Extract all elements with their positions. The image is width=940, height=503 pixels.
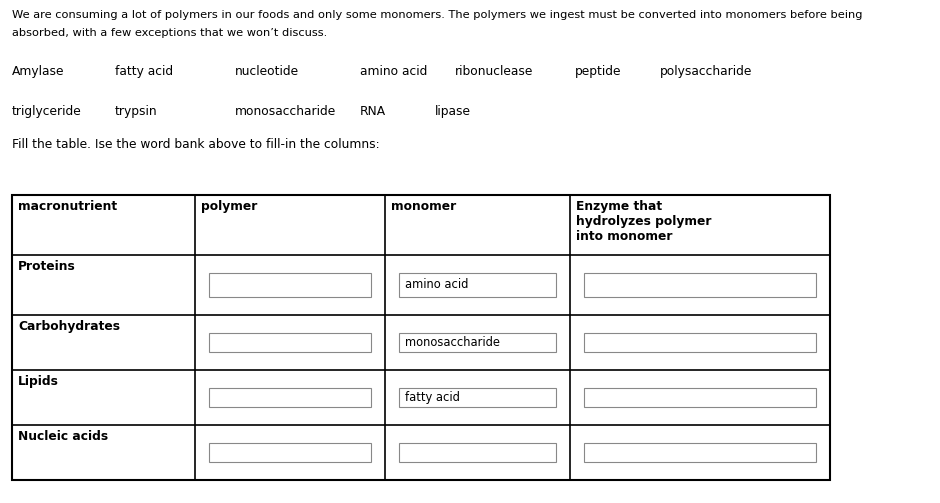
Text: absorbed, with a few exceptions that we won’t discuss.: absorbed, with a few exceptions that we …	[12, 28, 327, 38]
Text: monomer: monomer	[391, 200, 456, 213]
Bar	[209, 333, 371, 352]
Text: triglyceride: triglyceride	[12, 105, 82, 118]
Bar	[584, 388, 816, 407]
Text: fatty acid: fatty acid	[115, 65, 173, 78]
Text: nucleotide: nucleotide	[235, 65, 299, 78]
Bar	[209, 443, 371, 462]
Bar	[399, 443, 556, 462]
Text: We are consuming a lot of polymers in our foods and only some monomers. The poly: We are consuming a lot of polymers in ou…	[12, 10, 863, 20]
Text: fatty acid: fatty acid	[405, 391, 460, 404]
Bar	[584, 273, 816, 297]
Text: monosaccharide: monosaccharide	[405, 336, 500, 349]
Text: polysaccharide: polysaccharide	[660, 65, 752, 78]
Text: Amylase: Amylase	[12, 65, 65, 78]
Text: macronutrient: macronutrient	[18, 200, 118, 213]
Text: RNA: RNA	[360, 105, 386, 118]
Text: Proteins: Proteins	[18, 260, 76, 273]
Text: Lipids: Lipids	[18, 375, 59, 388]
Text: Carbohydrates: Carbohydrates	[18, 320, 120, 333]
Text: amino acid: amino acid	[360, 65, 428, 78]
Text: amino acid: amino acid	[405, 279, 468, 292]
Text: trypsin: trypsin	[115, 105, 158, 118]
Text: peptide: peptide	[575, 65, 621, 78]
Text: monosaccharide: monosaccharide	[235, 105, 337, 118]
Bar	[399, 333, 556, 352]
Bar	[209, 388, 371, 407]
Text: polymer: polymer	[201, 200, 258, 213]
Bar	[399, 273, 556, 297]
Text: Enzyme that
hydrolyzes polymer
into monomer: Enzyme that hydrolyzes polymer into mono…	[576, 200, 712, 243]
Bar	[584, 443, 816, 462]
Text: Nucleic acids: Nucleic acids	[18, 430, 108, 443]
Bar	[584, 333, 816, 352]
Text: lipase: lipase	[435, 105, 471, 118]
Bar	[399, 388, 556, 407]
Bar	[209, 273, 371, 297]
Text: ribonuclease: ribonuclease	[455, 65, 533, 78]
Text: Fill the table. Ise the word bank above to fill-in the columns:: Fill the table. Ise the word bank above …	[12, 138, 380, 151]
